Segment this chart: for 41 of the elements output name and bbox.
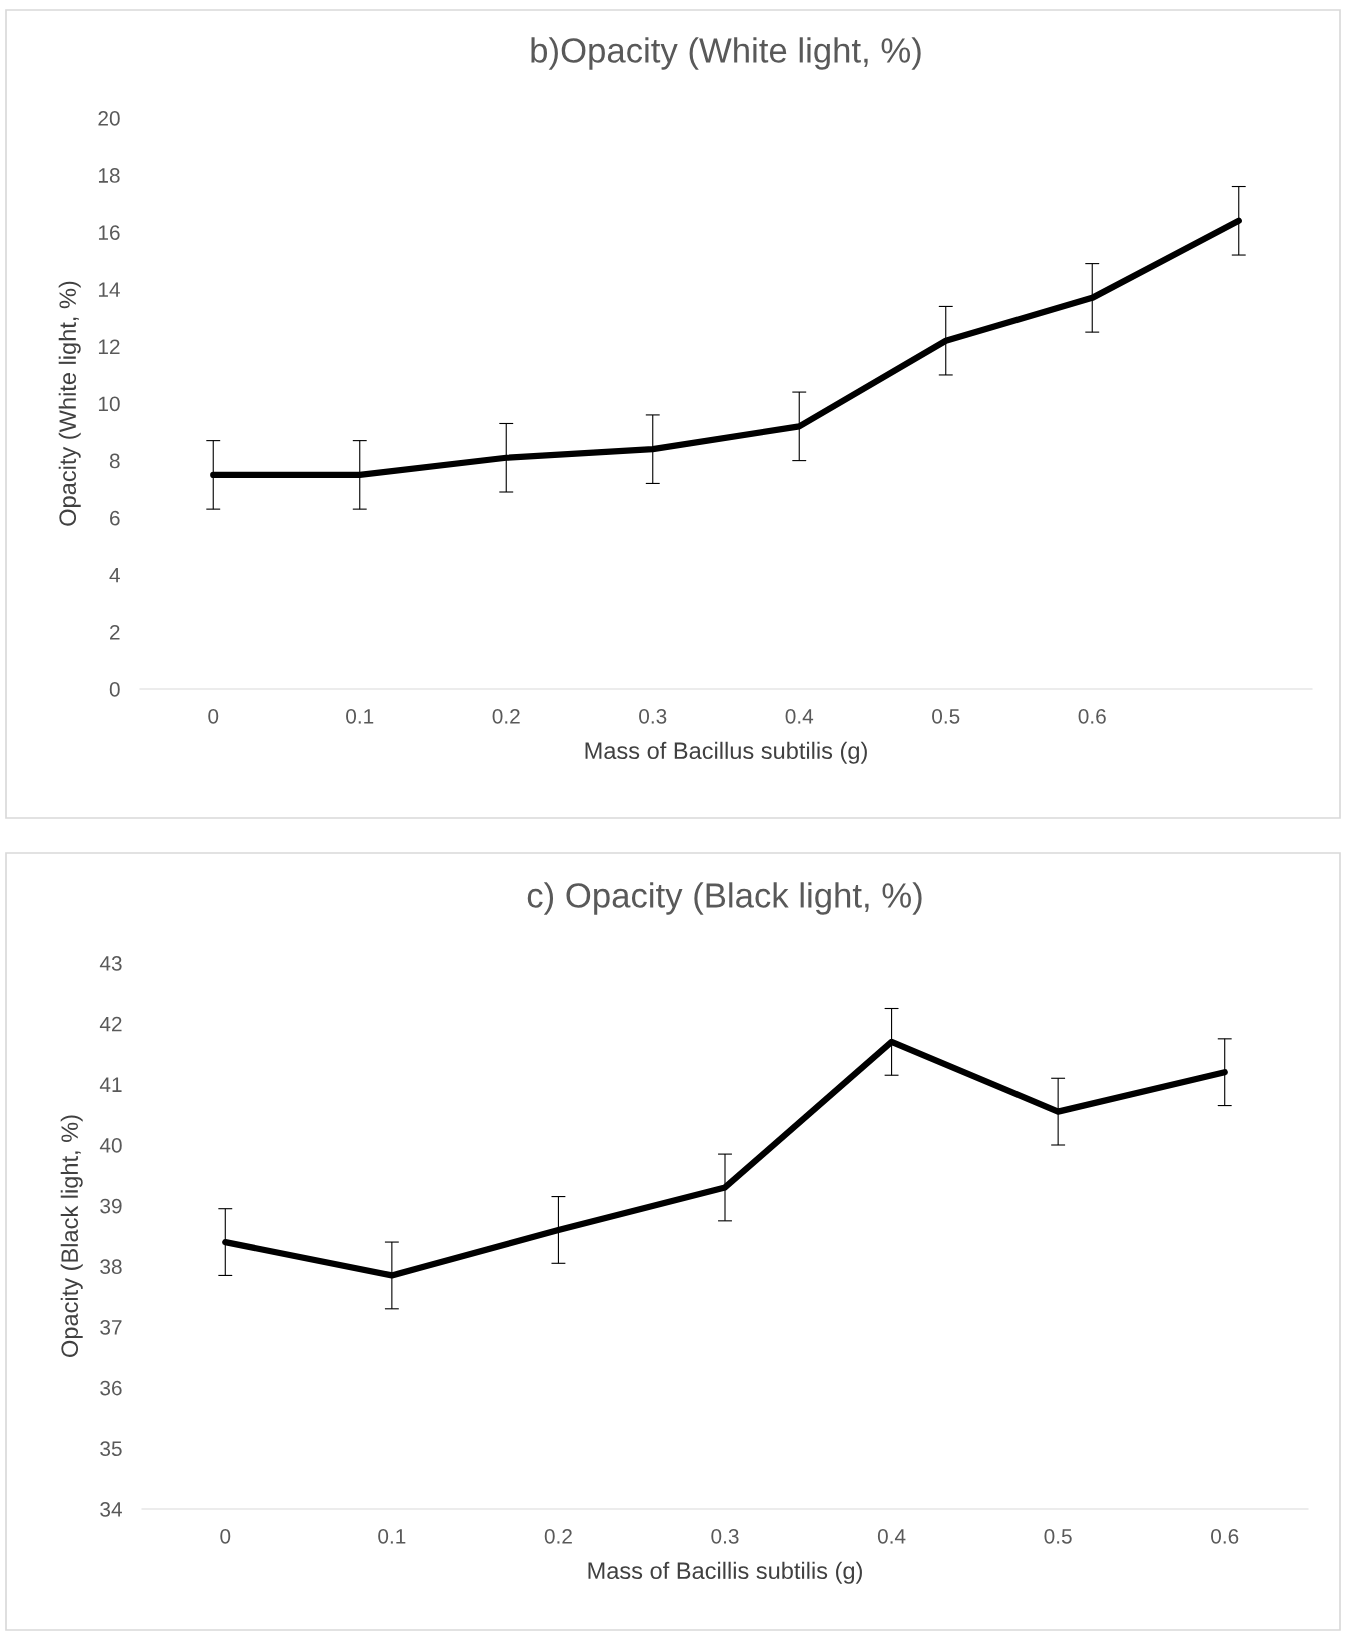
y-tick-label: 12 (98, 339, 120, 354)
x-tick-label: 0.6 (1211, 1528, 1239, 1544)
x-tick-label: 0.1 (346, 708, 374, 724)
x-tick-label: 0.4 (785, 708, 814, 724)
chart-title: b)Opacity (White light, %) (531, 37, 921, 70)
x-tick-label: 0 (220, 1528, 231, 1544)
x-tick-label: 0 (208, 708, 219, 724)
x-tick-label: 0.3 (639, 708, 667, 724)
y-tick-label: 6 (110, 510, 120, 526)
chart-title: c) Opacity (Black light, %) (527, 882, 922, 915)
y-tick-label: 10 (98, 396, 120, 412)
x-tick-label: 0.6 (1078, 708, 1106, 724)
x-tick-label: 0.2 (492, 708, 520, 724)
y-tick-label: 8 (109, 453, 120, 469)
y-tick-label: 16 (98, 225, 120, 240)
x-tick-label: 0.5 (932, 708, 960, 724)
y-tick-label: 36 (100, 1380, 122, 1396)
x-tick-label: 0.4 (877, 1528, 906, 1544)
y-tick-label: 42 (99, 1016, 122, 1032)
y-tick-label: 4 (109, 568, 120, 583)
y-tick-label: 37 (100, 1320, 122, 1335)
y-tick-label: 14 (98, 282, 120, 297)
y-tick-label: 20 (98, 111, 120, 126)
x-axis-title: Mass of Bacillis subtilis (g) (588, 1561, 862, 1584)
y-tick-label: 0 (109, 682, 120, 697)
y-tick-label: 39 (100, 1198, 122, 1214)
x-tick-label: 0.1 (378, 1528, 406, 1544)
y-tick-label: 18 (98, 168, 120, 183)
y-tick-label: 2 (110, 624, 120, 640)
y-axis-title: Opacity (Black light, %) (60, 1115, 83, 1357)
y-axis-title: Opacity (White light, %) (58, 281, 81, 526)
x-tick-label: 0.5 (1044, 1528, 1072, 1544)
x-tick-label: 0.3 (711, 1528, 739, 1544)
y-tick-label: 43 (99, 956, 122, 971)
x-tick-label: 0.2 (544, 1528, 572, 1544)
x-axis-title: Mass of Bacillus subtilis (g) (585, 741, 867, 764)
y-tick-label: 35 (100, 1441, 122, 1457)
y-tick-label: 38 (100, 1259, 122, 1275)
y-tick-label: 34 (100, 1502, 122, 1517)
y-tick-label: 41 (99, 1077, 122, 1092)
y-tick-label: 40 (99, 1138, 122, 1153)
